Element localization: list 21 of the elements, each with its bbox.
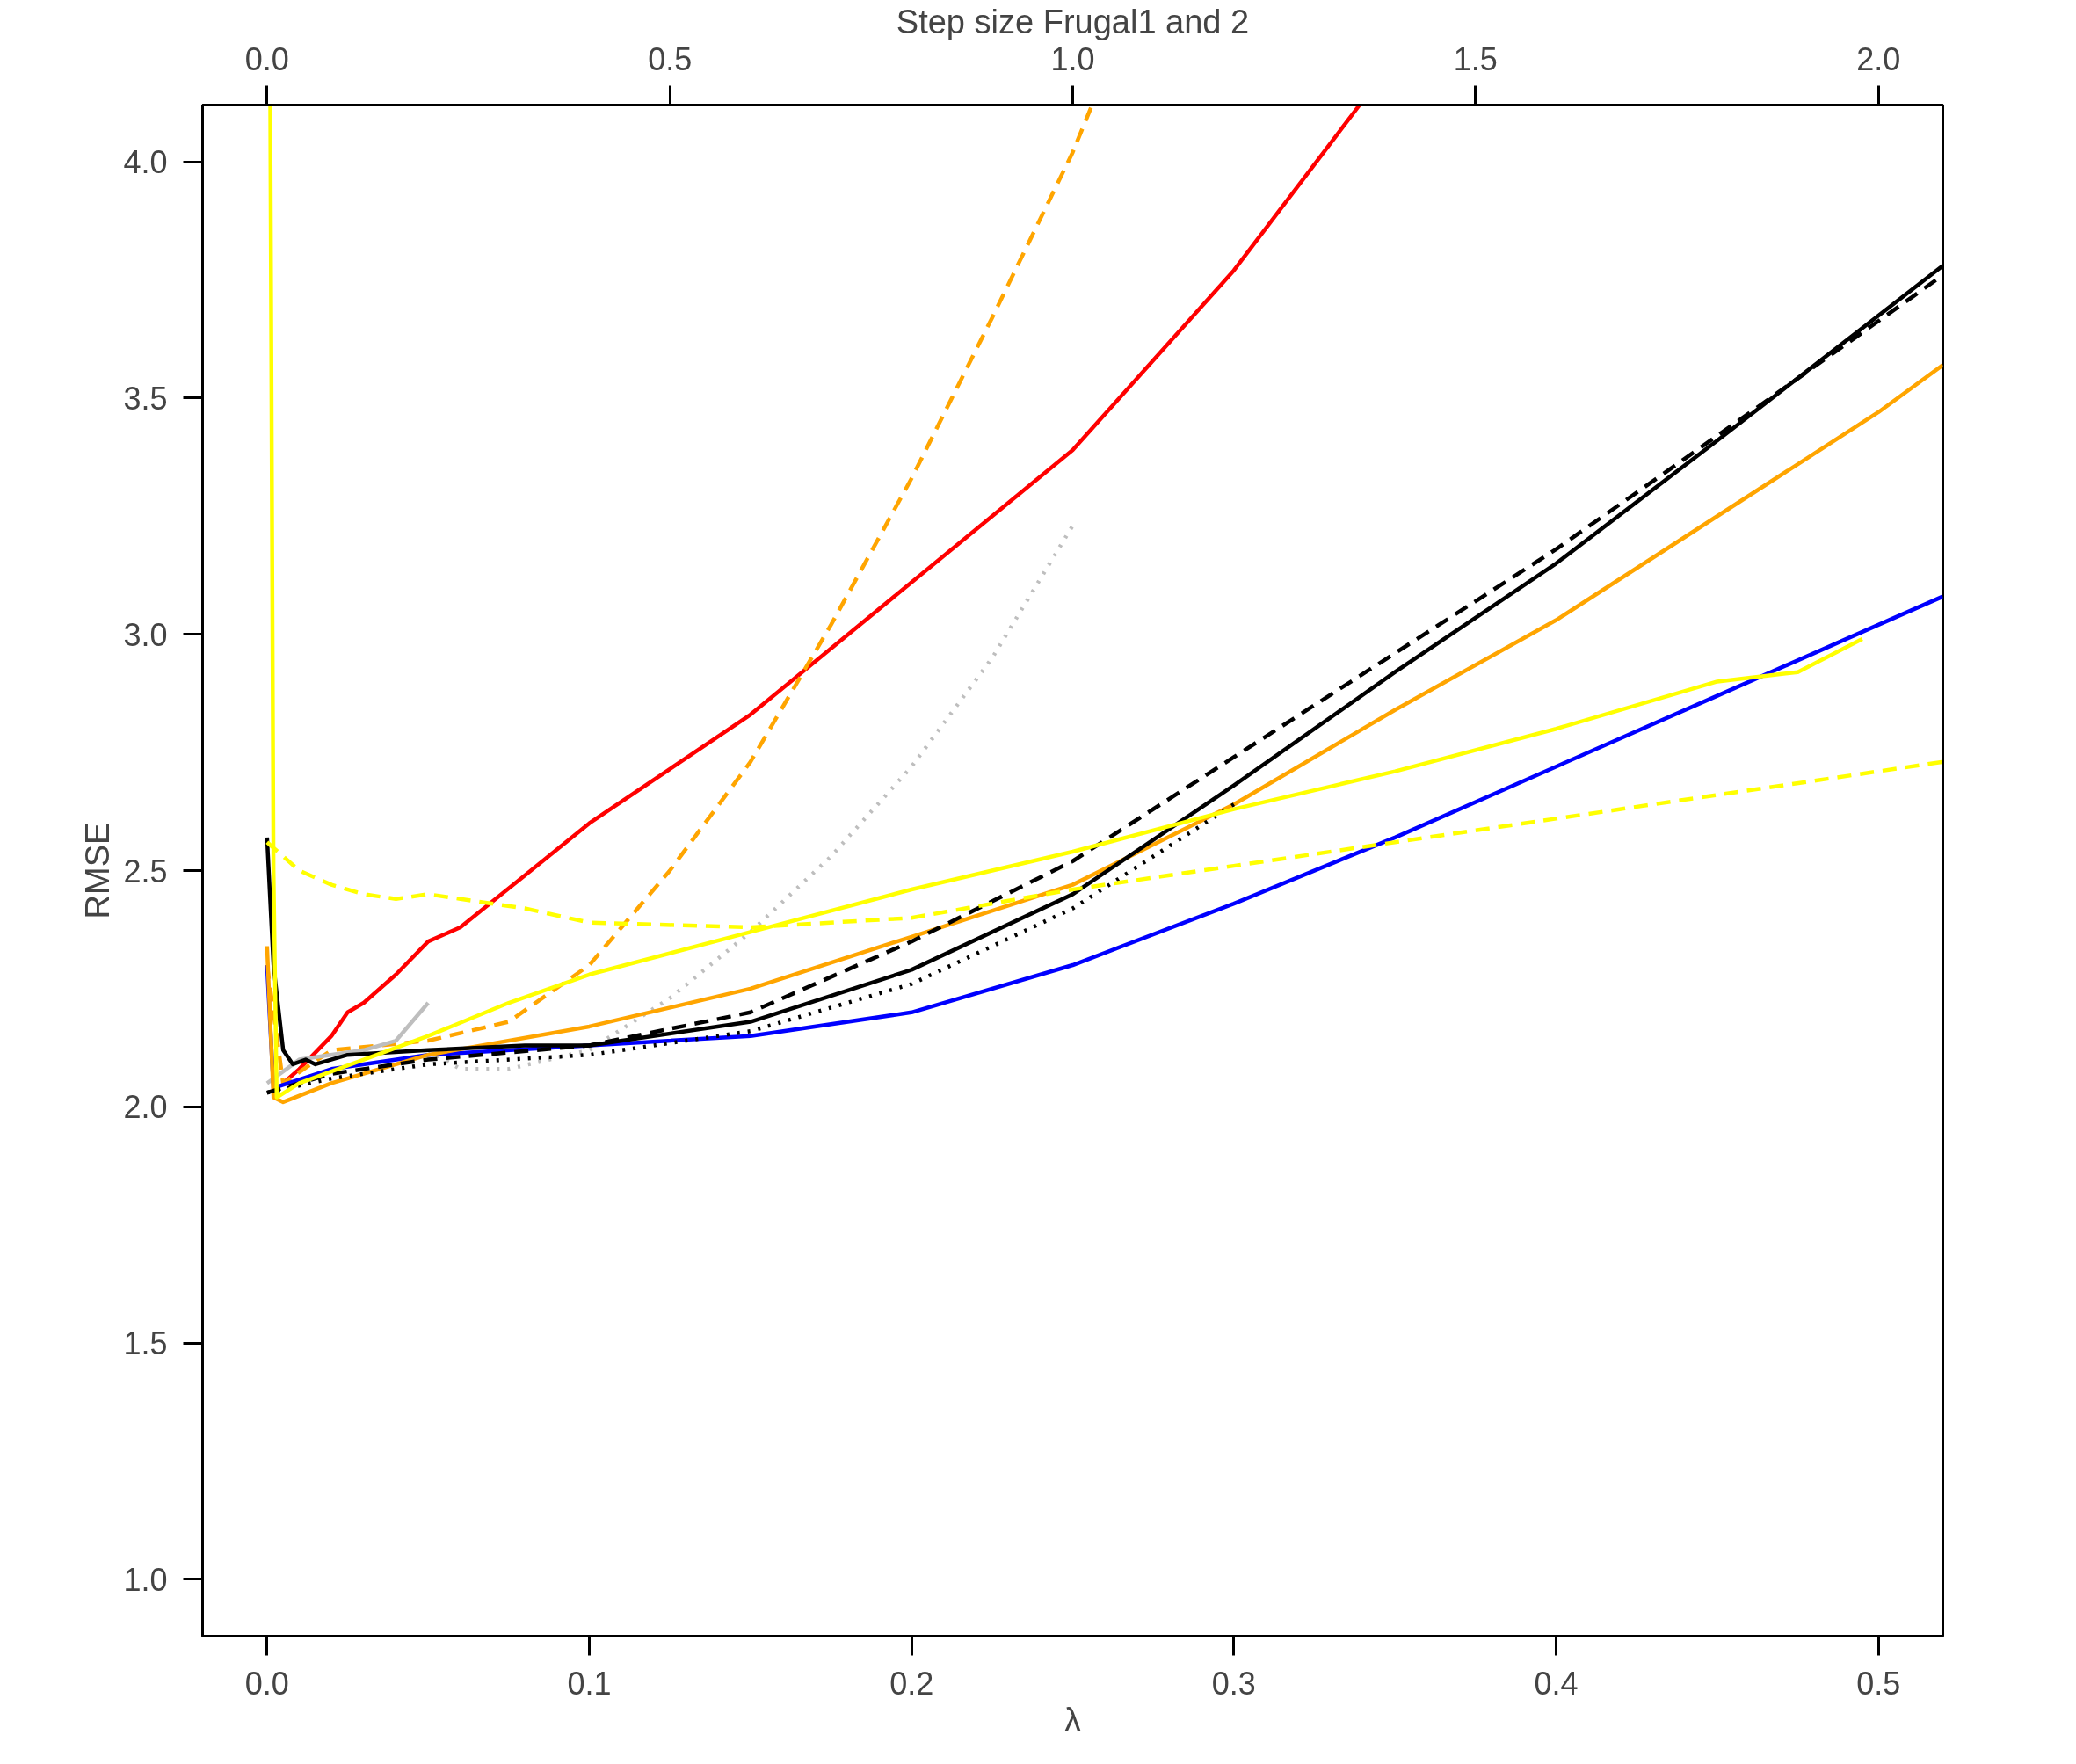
x2-tick-label: 1.0: [1050, 40, 1095, 77]
x-tick-label: 0.0: [244, 1665, 289, 1702]
x-tick-label: 0.3: [1211, 1665, 1256, 1702]
x2-tick-label: 2.0: [1856, 40, 1901, 77]
y-tick-label: 1.0: [123, 1561, 168, 1598]
x-tick-label: 0.4: [1534, 1665, 1579, 1702]
x2-tick-label: 1.5: [1453, 40, 1498, 77]
y-tick-label: 2.5: [123, 853, 168, 889]
x-tick-label: 0.2: [889, 1665, 934, 1702]
x2-tick-label: 0.0: [244, 40, 289, 77]
y-axis-title: RMSE: [79, 822, 117, 919]
y-tick-label: 3.5: [123, 380, 168, 417]
x2-tick-label: 0.5: [648, 40, 693, 77]
x2-axis-title: Step size Frugal1 and 2: [896, 3, 1250, 40]
y-tick-label: 4.0: [123, 144, 168, 181]
y-tick-label: 2.0: [123, 1089, 168, 1126]
y-tick-label: 1.5: [123, 1325, 168, 1362]
y-tick-label: 3.0: [123, 616, 168, 653]
x-tick-label: 0.1: [567, 1665, 612, 1702]
x-axis-title: λ: [1064, 1701, 1081, 1739]
x-tick-label: 0.5: [1856, 1665, 1901, 1702]
